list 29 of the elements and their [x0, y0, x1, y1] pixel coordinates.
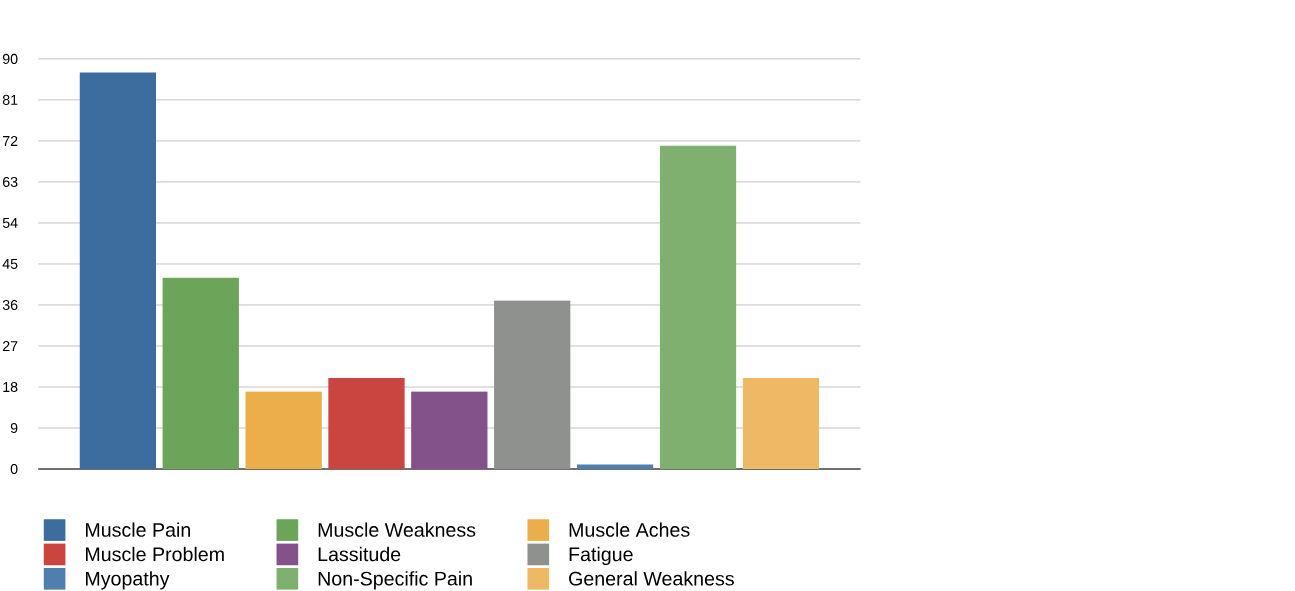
bar — [328, 377, 405, 470]
legend-label: Fatigue — [569, 546, 633, 566]
legend-label: Lassitude — [318, 546, 401, 562]
legend-label: Non-Specific Pain — [318, 571, 472, 590]
bar — [494, 300, 571, 470]
legend-label: General Weakness — [569, 571, 734, 586]
bar — [576, 464, 654, 470]
bar — [411, 391, 488, 470]
bar — [659, 145, 737, 470]
y-tick-label: 9 — [10, 422, 18, 434]
legend-label: Muscle Weakness — [318, 522, 476, 537]
legend-label: Myopathy — [86, 571, 170, 590]
y-tick-label: 18 — [3, 381, 18, 393]
y-tick-label: 63 — [2, 176, 18, 187]
legend-label: Muscle Aches — [569, 522, 690, 537]
y-tick-label: 81 — [2, 94, 18, 105]
legend-label: Muscle Problem — [86, 546, 224, 562]
y-tick-label: 27 — [2, 341, 18, 351]
bar — [742, 377, 820, 470]
bar — [245, 391, 322, 470]
bar — [79, 72, 156, 470]
y-tick-label: 36 — [2, 299, 18, 310]
y-tick-label: 45 — [2, 259, 18, 269]
legend-label: Muscle Pain — [86, 522, 190, 537]
bar — [162, 277, 239, 470]
y-tick-label: 90 — [2, 53, 18, 64]
y-tick-label: 54 — [2, 217, 18, 228]
y-tick-label: 72 — [2, 135, 18, 146]
y-tick-label: 0 — [10, 463, 18, 475]
